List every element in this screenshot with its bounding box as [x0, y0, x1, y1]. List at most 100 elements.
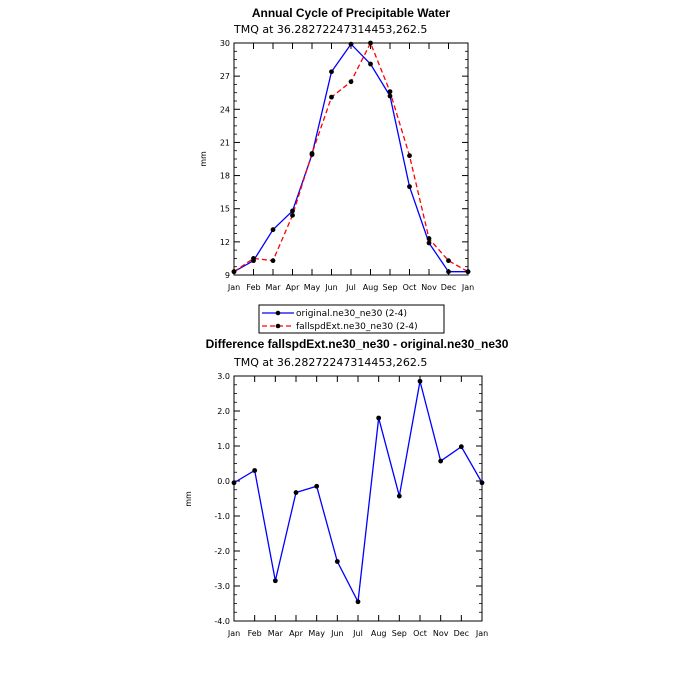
x-tick-label: Apr [289, 629, 304, 638]
data-point [387, 93, 393, 99]
x-tick-label: Jun [330, 629, 344, 638]
annual-cycle-panel: Annual Cycle of Precipitable Water TMQ a… [199, 6, 474, 334]
data-point [355, 599, 361, 605]
data-point [251, 256, 256, 261]
y-tick-label: 3.0 [217, 372, 230, 381]
data-point [231, 480, 237, 486]
legend-marker-original [275, 310, 281, 316]
x-tick-label: Feb [248, 629, 262, 638]
data-point [458, 444, 464, 450]
y-tick-label: -4.0 [214, 617, 230, 626]
data-point [293, 490, 299, 495]
chart-subtitle: TMQ at 36.28272247314453,262.5 [233, 356, 427, 369]
data-point [438, 458, 444, 464]
legend-label-original: original.ne30_ne30 (2-4) [296, 309, 407, 319]
y-tick-label: -1.0 [214, 512, 230, 521]
y-tick-label: 24 [220, 105, 230, 114]
x-tick-label: Dec [454, 629, 469, 638]
data-point [368, 61, 373, 67]
data-point [446, 258, 451, 264]
series-line-original [233, 381, 483, 604]
x-tick-label: Mar [265, 283, 281, 292]
x-tick-label: Sep [392, 629, 407, 638]
y-tick-label: 0.0 [217, 477, 230, 486]
axes: Jan Feb Mar Apr May Jun Jul Aug Sep Oct Nov Dec Jan 9… [220, 39, 474, 292]
data-point [479, 480, 485, 486]
x-tick-label: Jan [227, 629, 240, 638]
x-tick-label: May [308, 629, 325, 638]
data-point [368, 40, 373, 46]
data-point [314, 483, 320, 489]
y-tick-label: 2.0 [217, 407, 230, 416]
data-point [348, 41, 354, 47]
y-tick-label: 21 [220, 138, 230, 147]
y-tick-label: 12 [220, 238, 230, 247]
chart-title: Annual Cycle of Precipitable Water [252, 6, 451, 20]
x-tick-label: Jan [227, 283, 240, 292]
series-group [231, 378, 485, 605]
x-tick-label: Jul [345, 283, 356, 292]
data-point [396, 493, 402, 499]
data-point [252, 468, 258, 473]
chart-subtitle: TMQ at 36.28272247314453,262.5 [233, 23, 427, 36]
y-tick-label: 9 [225, 271, 230, 280]
axes: Jan Feb Mar Apr May Jun Jul Aug Sep Oct Nov Dec Jan -… [214, 372, 488, 638]
data-point [270, 227, 276, 233]
data-point [329, 69, 334, 75]
x-tick-label: Sep [382, 283, 397, 292]
y-tick-label: -2.0 [214, 547, 230, 556]
series-line-fallspdext [233, 41, 469, 273]
data-point [426, 236, 432, 241]
legend: original.ne30_ne30 (2-4) fallspdExt.ne30… [258, 304, 445, 334]
data-point [446, 269, 451, 275]
data-point [376, 415, 382, 421]
legend-label-fallspdext: fallspdExt.ne30_ne30 (2-4) [296, 322, 418, 332]
data-point [348, 79, 354, 85]
data-point [231, 269, 237, 275]
y-tick-label: 15 [220, 205, 230, 214]
series-line-original [233, 43, 468, 273]
data-point [290, 208, 295, 214]
x-tick-label: Jan [461, 283, 474, 292]
x-tick-label: Oct [403, 283, 417, 292]
x-tick-label: Nov [421, 283, 437, 292]
x-tick-label: Nov [433, 629, 449, 638]
data-point [407, 153, 412, 159]
y-axis-label: mm [199, 151, 208, 167]
data-point [272, 578, 278, 584]
y-tick-label: 27 [220, 72, 230, 81]
x-tick-label: Jan [475, 629, 488, 638]
x-tick-label: Aug [363, 283, 379, 292]
x-tick-label: Apr [286, 283, 301, 292]
y-tick-label: 30 [220, 39, 230, 48]
x-tick-label: Feb [246, 283, 260, 292]
data-point [270, 258, 276, 264]
data-point [426, 240, 432, 246]
data-point [290, 212, 295, 218]
difference-panel: Difference fallspdExt.ne30_ne30 - origin… [184, 337, 509, 638]
x-tick-label: Mar [268, 629, 284, 638]
plot-frame [233, 375, 483, 622]
data-point [465, 269, 471, 275]
legend-box [258, 304, 445, 334]
y-tick-label: 1.0 [217, 442, 230, 451]
data-point [329, 94, 334, 100]
x-tick-label: Oct [413, 629, 427, 638]
x-tick-label: Jun [324, 283, 338, 292]
chart-title: Difference fallspdExt.ne30_ne30 - origin… [206, 337, 509, 351]
legend-marker-fallspdext [275, 323, 281, 329]
x-tick-label: May [304, 283, 321, 292]
data-point [417, 378, 423, 384]
x-tick-label: Aug [371, 629, 387, 638]
y-axis-label: mm [184, 491, 193, 507]
y-tick-label: -3.0 [214, 582, 230, 591]
x-tick-label: Jul [352, 629, 363, 638]
data-point [309, 151, 315, 156]
plot-frame [233, 42, 469, 276]
data-point [334, 559, 340, 564]
data-point [407, 184, 412, 190]
y-tick-label: 18 [220, 172, 230, 181]
series-group [231, 40, 471, 275]
x-tick-label: Dec [441, 283, 456, 292]
